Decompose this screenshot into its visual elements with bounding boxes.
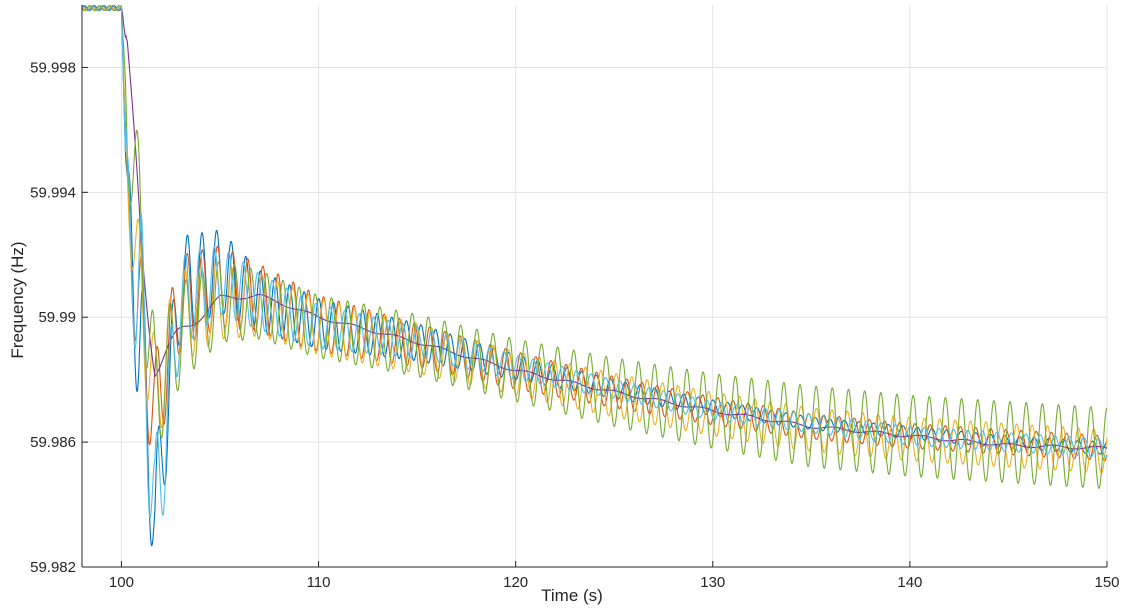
y-tick-label: 59.99 bbox=[38, 309, 76, 326]
y-tick-label: 59.998 bbox=[30, 59, 76, 76]
series-line-green bbox=[81, 5, 1108, 489]
x-tick-label: 110 bbox=[307, 574, 331, 591]
x-tick-label: 140 bbox=[897, 574, 922, 591]
axes bbox=[81, 5, 1108, 568]
y-axis-label: Frequency (Hz) bbox=[8, 241, 27, 358]
y-tick-label: 59.982 bbox=[30, 559, 76, 576]
series-line-cyan bbox=[81, 5, 1108, 519]
x-tick-label: 120 bbox=[503, 574, 528, 591]
y-tick-label: 59.986 bbox=[30, 434, 76, 451]
series-line-yellow bbox=[81, 5, 1108, 474]
x-tick-label: 150 bbox=[1094, 574, 1119, 591]
x-axis-label: Time (s) bbox=[541, 586, 603, 605]
x-tick-label: 130 bbox=[700, 574, 725, 591]
series-layer bbox=[81, 5, 1108, 547]
y-tick-label: 59.994 bbox=[30, 184, 76, 201]
tick-labels: 100 110 120 130 140 150 59.982 59.986 59.99 59.99… bbox=[30, 59, 1119, 591]
x-tick-label: 100 bbox=[109, 574, 134, 591]
